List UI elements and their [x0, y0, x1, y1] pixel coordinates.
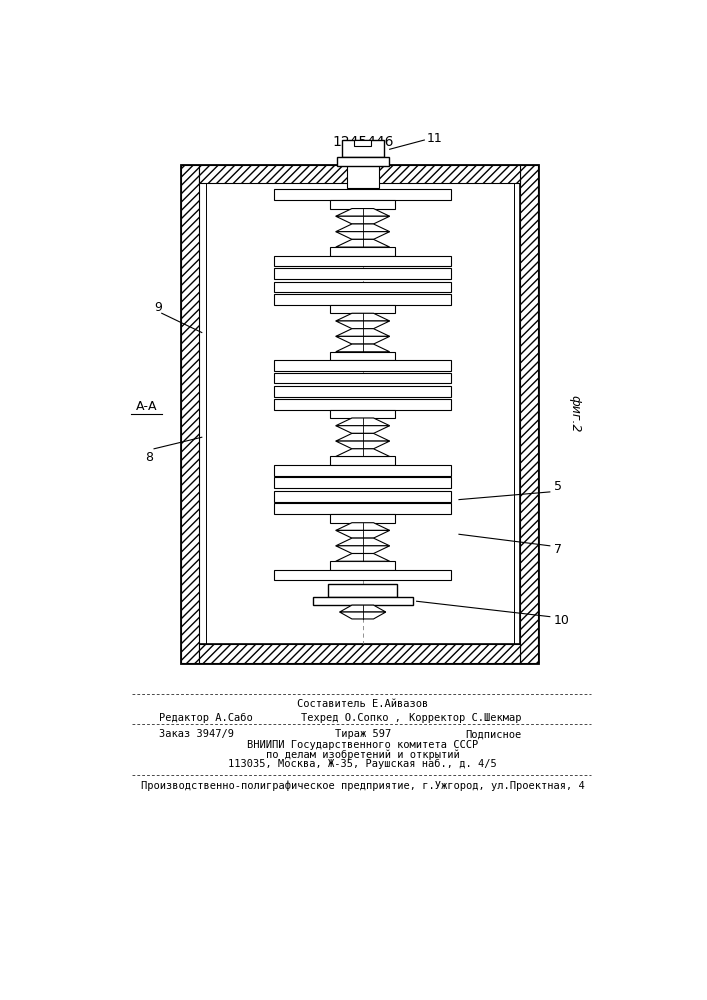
- Polygon shape: [336, 530, 390, 538]
- Bar: [274, 189, 451, 200]
- Bar: [274, 294, 451, 305]
- Bar: [274, 399, 451, 410]
- Polygon shape: [339, 605, 386, 612]
- Bar: [330, 561, 395, 570]
- Bar: [337, 157, 389, 166]
- Text: Техред О.Сопко ,: Техред О.Сопко ,: [301, 713, 401, 723]
- Text: Тираж 597: Тираж 597: [334, 729, 391, 739]
- Bar: [330, 410, 395, 418]
- Text: ВНИИПИ Государственного комитета СССР: ВНИИПИ Государственного комитета СССР: [247, 740, 479, 750]
- Text: фиг.2: фиг.2: [568, 395, 582, 433]
- Polygon shape: [336, 449, 390, 456]
- Text: Корректор С.Шекмар: Корректор С.Шекмар: [409, 713, 521, 723]
- Text: 8: 8: [146, 451, 153, 464]
- Bar: [274, 373, 451, 383]
- Bar: [354, 140, 371, 146]
- Polygon shape: [336, 209, 390, 216]
- Polygon shape: [336, 426, 390, 433]
- Polygon shape: [336, 329, 390, 336]
- Bar: [274, 503, 451, 514]
- Text: по делам изобретений и открытий: по делам изобретений и открытий: [266, 749, 460, 760]
- Bar: [274, 360, 451, 371]
- Polygon shape: [336, 321, 390, 329]
- Text: Подписное: Подписное: [465, 729, 521, 739]
- Bar: [274, 491, 451, 502]
- Polygon shape: [336, 523, 390, 530]
- Text: 113035, Москва, Ж-35, Раушская наб., д. 4/5: 113035, Москва, Ж-35, Раушская наб., д. …: [228, 759, 497, 769]
- Polygon shape: [336, 239, 390, 247]
- Text: 9: 9: [154, 301, 162, 314]
- Bar: [274, 256, 451, 266]
- Bar: [330, 352, 395, 360]
- Bar: [206, 183, 514, 644]
- Text: Составитель Е.Айвазов: Составитель Е.Айвазов: [297, 699, 428, 709]
- Bar: [181, 165, 199, 663]
- Bar: [520, 165, 538, 663]
- Text: 7: 7: [554, 543, 561, 556]
- Bar: [274, 477, 451, 488]
- Polygon shape: [339, 612, 386, 619]
- Bar: [330, 514, 395, 523]
- Polygon shape: [336, 224, 390, 232]
- Bar: [330, 247, 395, 256]
- Polygon shape: [336, 554, 390, 561]
- Bar: [274, 465, 451, 476]
- Bar: [346, 165, 379, 188]
- Polygon shape: [336, 344, 390, 352]
- Bar: [328, 584, 397, 597]
- Polygon shape: [336, 538, 390, 546]
- Bar: [330, 200, 395, 209]
- Polygon shape: [336, 216, 390, 224]
- Text: Редактор А.Сабо: Редактор А.Сабо: [160, 713, 253, 723]
- Polygon shape: [336, 418, 390, 426]
- Bar: [312, 597, 413, 605]
- Text: 1245446: 1245446: [332, 135, 394, 149]
- Text: 11: 11: [426, 132, 443, 145]
- Polygon shape: [336, 336, 390, 344]
- Bar: [330, 456, 395, 465]
- Bar: [199, 644, 520, 663]
- Bar: [274, 386, 451, 397]
- Polygon shape: [336, 441, 390, 449]
- Polygon shape: [336, 433, 390, 441]
- Text: Производственно-полиграфическое предприятие, г.Ужгород, ул.Проектная, 4: Производственно-полиграфическое предприя…: [141, 781, 585, 791]
- Bar: [199, 183, 520, 644]
- Bar: [274, 570, 451, 580]
- Bar: [181, 165, 538, 663]
- Bar: [330, 305, 395, 313]
- Text: 5: 5: [554, 480, 561, 493]
- Text: А-А: А-А: [136, 400, 157, 413]
- Text: Заказ 3947/9: Заказ 3947/9: [160, 729, 235, 739]
- Bar: [199, 165, 520, 183]
- Bar: [274, 268, 451, 279]
- Polygon shape: [336, 546, 390, 554]
- Text: 10: 10: [554, 614, 570, 627]
- Polygon shape: [336, 232, 390, 239]
- Bar: [274, 282, 451, 292]
- Polygon shape: [336, 313, 390, 321]
- Bar: [342, 140, 383, 157]
